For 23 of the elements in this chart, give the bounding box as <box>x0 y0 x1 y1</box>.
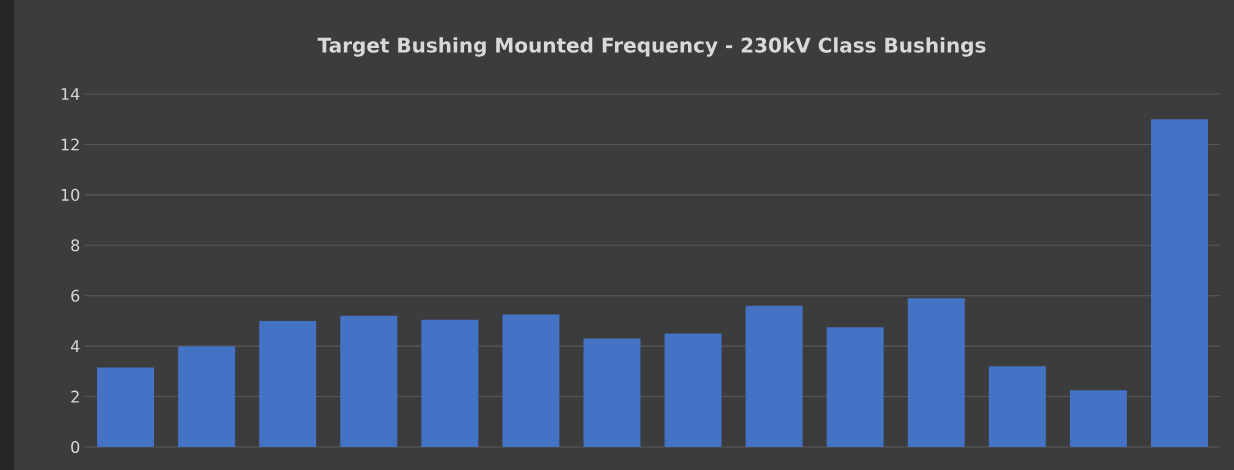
bar <box>340 315 398 447</box>
bar <box>97 367 155 447</box>
y-tick-label: 6 <box>71 289 80 302</box>
bar <box>1150 119 1208 447</box>
y-tick-label: 4 <box>70 340 80 352</box>
bar <box>1069 390 1127 447</box>
y-tick-label: 10 <box>61 188 80 201</box>
y-tick-label: 0 <box>71 440 80 454</box>
bar <box>745 305 803 447</box>
bar <box>826 327 884 447</box>
y-tick-label: 12 <box>61 138 79 151</box>
chart-title: Target Bushing Mounted Frequency - 230kV Class Bushings <box>317 37 986 57</box>
bar <box>178 346 236 447</box>
bar <box>259 320 317 447</box>
y-tick-label: 14 <box>61 88 80 100</box>
y-tick-label: 2 <box>71 390 79 403</box>
bar <box>502 314 560 447</box>
bar <box>907 298 965 447</box>
y-tick-label: 8 <box>71 239 80 252</box>
bar <box>421 319 479 447</box>
bar <box>664 333 722 447</box>
bar <box>583 338 641 447</box>
bar <box>988 366 1046 447</box>
